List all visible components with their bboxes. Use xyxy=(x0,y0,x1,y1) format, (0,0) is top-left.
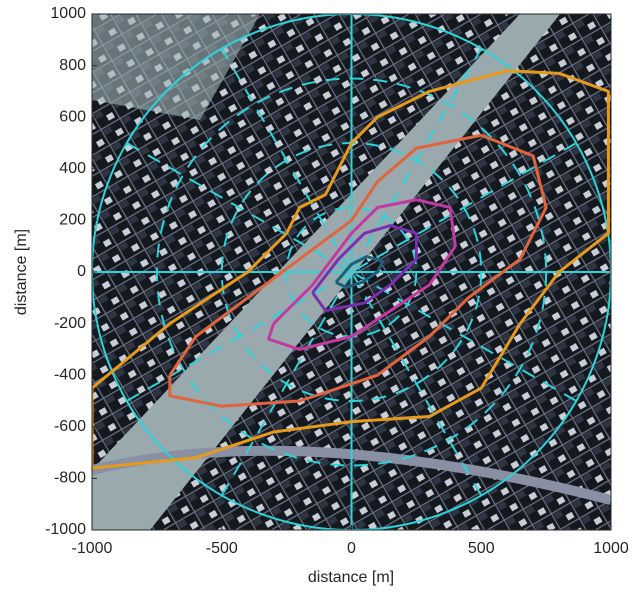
y-tick-label: -800 xyxy=(54,470,86,487)
y-axis-label: distance [m] xyxy=(13,229,30,315)
y-tick-label: 400 xyxy=(59,160,86,177)
x-axis-label: distance [m] xyxy=(308,569,394,586)
y-tick-label: 600 xyxy=(59,108,86,125)
y-tick-label: 800 xyxy=(59,57,86,74)
y-tick-label: -200 xyxy=(54,315,86,332)
y-tick-label: -600 xyxy=(54,418,86,435)
y-tick-label: 0 xyxy=(77,263,86,280)
y-tick-label: -400 xyxy=(54,366,86,383)
chart: distance [m] distance [m] -1000 -500 0 500 1… xyxy=(0,0,636,596)
y-tick-label: 1000 xyxy=(50,5,86,22)
x-tick-label: 0 xyxy=(347,540,356,557)
x-tick-label: -500 xyxy=(206,540,238,557)
x-tick-label: -1000 xyxy=(72,540,113,557)
x-tick-label: 1000 xyxy=(593,540,629,557)
y-tick-label: 200 xyxy=(59,212,86,229)
y-tick-label: -1000 xyxy=(45,521,86,538)
x-tick-label: 500 xyxy=(468,540,495,557)
